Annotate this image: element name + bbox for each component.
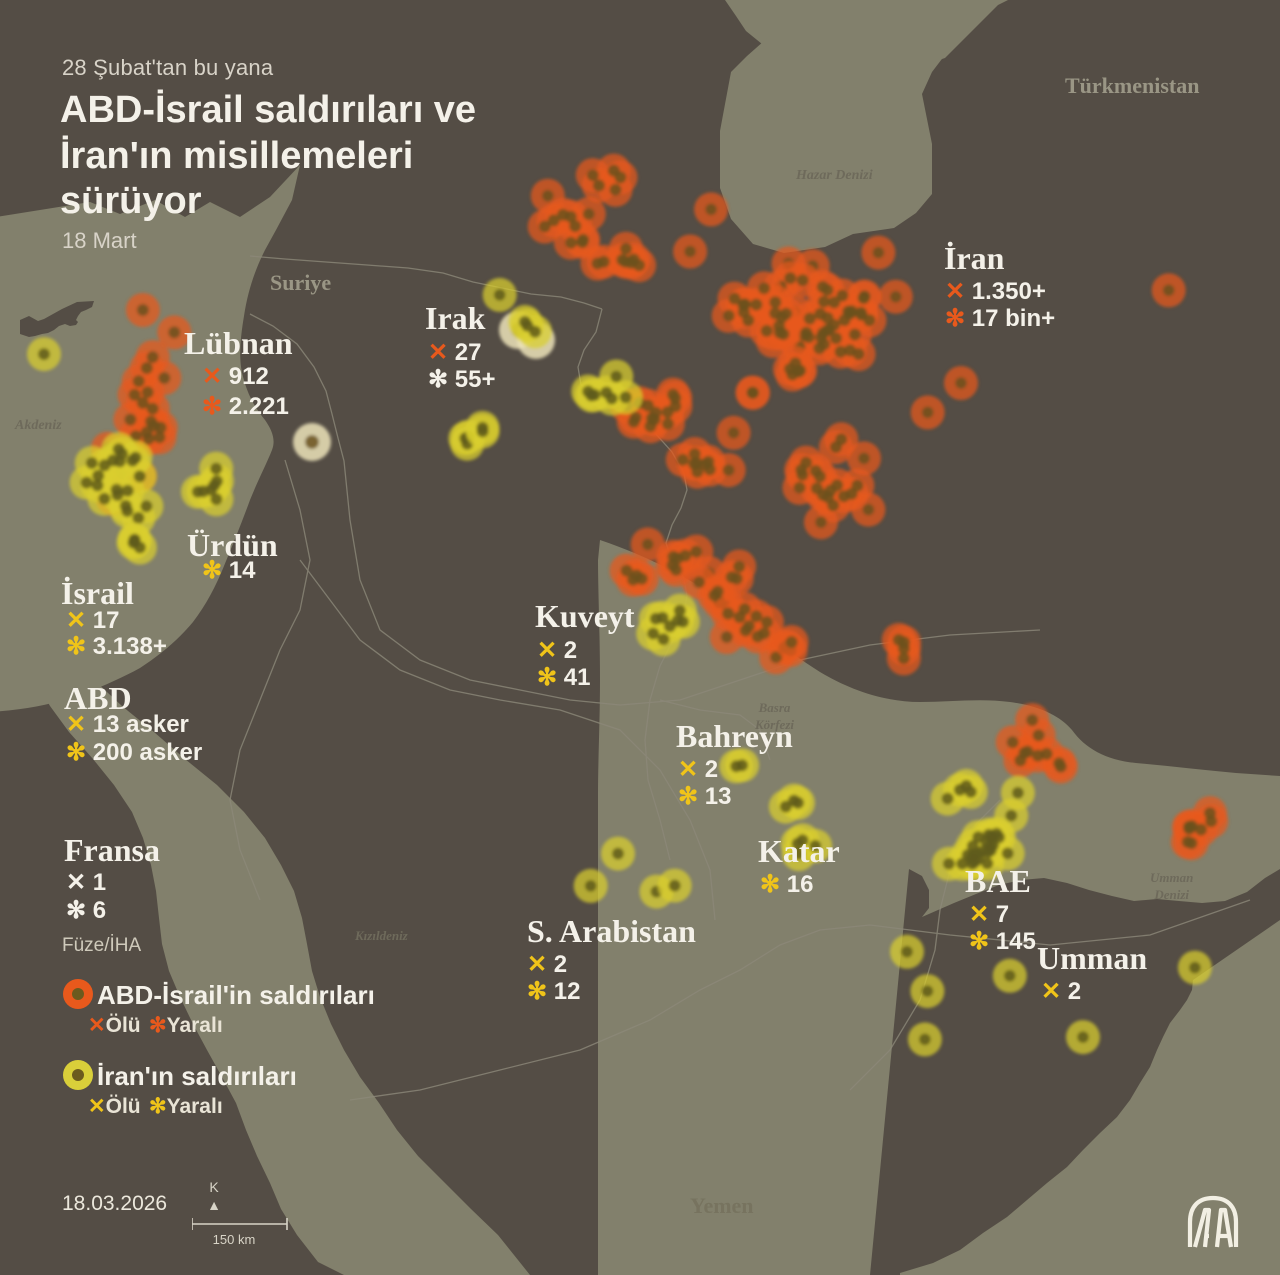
svg-text:K: K <box>209 1179 219 1195</box>
svg-text:150 km: 150 km <box>213 1232 256 1247</box>
svg-text:▲: ▲ <box>207 1197 221 1213</box>
